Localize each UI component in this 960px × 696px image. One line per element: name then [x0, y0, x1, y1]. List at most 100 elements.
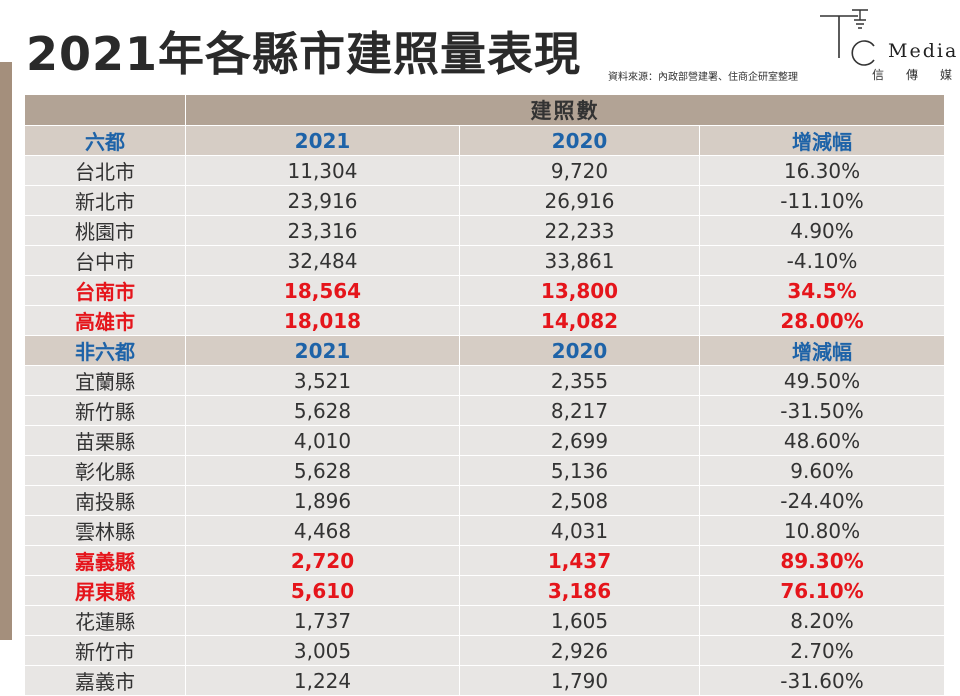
city-cell: 台南市: [24, 275, 186, 306]
change-cell: 16.30%: [698, 155, 946, 186]
table-row: 台南市 18,564 13,800 34.5%: [24, 275, 946, 306]
y2021-cell: 11,304: [185, 155, 460, 186]
page-title: 2021年各縣市建照量表現: [26, 27, 582, 81]
left-accent-bar: [0, 62, 12, 640]
y2021-cell: 32,484: [185, 245, 460, 276]
y2021-cell: 23,316: [185, 215, 460, 246]
y2021-cell: 3,005: [185, 635, 460, 666]
y2021-cell: 1,224: [185, 665, 460, 696]
change-cell: -31.50%: [698, 395, 946, 426]
y2020-cell: 26,916: [459, 185, 700, 216]
city-cell: 新竹市: [24, 635, 186, 666]
y2020-cell: 2,355: [459, 365, 700, 396]
y2021-cell: 4,468: [185, 515, 460, 546]
change-cell: -4.10%: [698, 245, 946, 276]
y2020-cell: 9,720: [459, 155, 700, 186]
table-row: 宜蘭縣 3,521 2,355 49.50%: [24, 365, 946, 396]
table-row: 南投縣 1,896 2,508 -24.40%: [24, 485, 946, 516]
y2021-cell: 4,010: [185, 425, 460, 456]
y2021-cell: 5,628: [185, 455, 460, 486]
table-row: 新北市 23,916 26,916 -11.10%: [24, 185, 946, 216]
change-cell: 76.10%: [698, 575, 946, 606]
table-row: 桃園市 23,316 22,233 4.90%: [24, 215, 946, 246]
banner-blank-cell: [24, 94, 186, 126]
group-header-cell: 2020: [459, 335, 700, 366]
group-header-cell: 增減幅: [698, 125, 946, 156]
y2020-cell: 1,605: [459, 605, 700, 636]
table-row: 台北市 11,304 9,720 16.30%: [24, 155, 946, 186]
y2020-cell: 2,699: [459, 425, 700, 456]
city-cell: 宜蘭縣: [24, 365, 186, 396]
city-cell: 彰化縣: [24, 455, 186, 486]
table-row: 彰化縣 5,628 5,136 9.60%: [24, 455, 946, 486]
city-cell: 苗栗縣: [24, 425, 186, 456]
y2021-cell: 1,896: [185, 485, 460, 516]
logo-subtext: 信傳媒: [872, 68, 952, 82]
table-banner-row: 建照數: [24, 94, 946, 126]
y2020-cell: 4,031: [459, 515, 700, 546]
city-cell: 嘉義市: [24, 665, 186, 696]
table-row: 新竹縣 5,628 8,217 -31.50%: [24, 395, 946, 426]
six-cities-header-row: 六都 2021 2020 增減幅: [24, 125, 946, 156]
banner-title: 建照數: [184, 94, 946, 126]
change-cell: 48.60%: [698, 425, 946, 456]
group-header-cell: 2020: [459, 125, 700, 156]
y2020-cell: 33,861: [459, 245, 700, 276]
city-cell: 花蓮縣: [24, 605, 186, 636]
y2020-cell: 1,790: [459, 665, 700, 696]
table-row: 高雄市 18,018 14,082 28.00%: [24, 305, 946, 336]
city-cell: 台中市: [24, 245, 186, 276]
group-header-cell: 非六都: [24, 335, 186, 366]
change-cell: 8.20%: [698, 605, 946, 636]
change-cell: 9.60%: [698, 455, 946, 486]
city-cell: 嘉義縣: [24, 545, 186, 576]
group-header-cell: 2021: [185, 335, 460, 366]
table-row: 新竹市 3,005 2,926 2.70%: [24, 635, 946, 666]
y2021-cell: 18,018: [185, 305, 460, 336]
y2021-cell: 3,521: [185, 365, 460, 396]
media-logo: Media 信傳媒: [818, 6, 956, 90]
city-cell: 新北市: [24, 185, 186, 216]
y2021-cell: 5,628: [185, 395, 460, 426]
y2020-cell: 1,437: [459, 545, 700, 576]
y2021-cell: 2,720: [185, 545, 460, 576]
change-cell: 89.30%: [698, 545, 946, 576]
change-cell: -31.60%: [698, 665, 946, 696]
table-row: 嘉義縣 2,720 1,437 89.30%: [24, 545, 946, 576]
y2020-cell: 22,233: [459, 215, 700, 246]
group-header-cell: 增減幅: [698, 335, 946, 366]
non-six-header-row: 非六都 2021 2020 增減幅: [24, 335, 946, 366]
y2021-cell: 23,916: [185, 185, 460, 216]
change-cell: 2.70%: [698, 635, 946, 666]
y2020-cell: 2,926: [459, 635, 700, 666]
permit-table: 建照數 六都 2021 2020 增減幅 台北市 11,304 9,720 16.30% 新北市…: [24, 94, 946, 696]
y2020-cell: 14,082: [459, 305, 700, 336]
group-header-cell: 六都: [24, 125, 186, 156]
group-header-cell: 2021: [185, 125, 460, 156]
y2021-cell: 18,564: [185, 275, 460, 306]
change-cell: 49.50%: [698, 365, 946, 396]
city-cell: 南投縣: [24, 485, 186, 516]
table-row: 嘉義市 1,224 1,790 -31.60%: [24, 665, 946, 696]
table-row: 花蓮縣 1,737 1,605 8.20%: [24, 605, 946, 636]
city-cell: 高雄市: [24, 305, 186, 336]
source-note: 資料來源：內政部營建署、住商企研室整理: [608, 72, 798, 83]
city-cell: 台北市: [24, 155, 186, 186]
y2020-cell: 13,800: [459, 275, 700, 306]
logo-mark-icon: [820, 9, 875, 66]
y2021-cell: 5,610: [185, 575, 460, 606]
city-cell: 雲林縣: [24, 515, 186, 546]
city-cell: 新竹縣: [24, 395, 186, 426]
change-cell: 28.00%: [698, 305, 946, 336]
city-cell: 屏東縣: [24, 575, 186, 606]
table-row: 台中市 32,484 33,861 -4.10%: [24, 245, 946, 276]
change-cell: 10.80%: [698, 515, 946, 546]
logo-text: Media: [888, 40, 959, 62]
change-cell: 4.90%: [698, 215, 946, 246]
table-row: 苗栗縣 4,010 2,699 48.60%: [24, 425, 946, 456]
city-cell: 桃園市: [24, 215, 186, 246]
y2020-cell: 5,136: [459, 455, 700, 486]
change-cell: -24.40%: [698, 485, 946, 516]
change-cell: -11.10%: [698, 185, 946, 216]
change-cell: 34.5%: [698, 275, 946, 306]
